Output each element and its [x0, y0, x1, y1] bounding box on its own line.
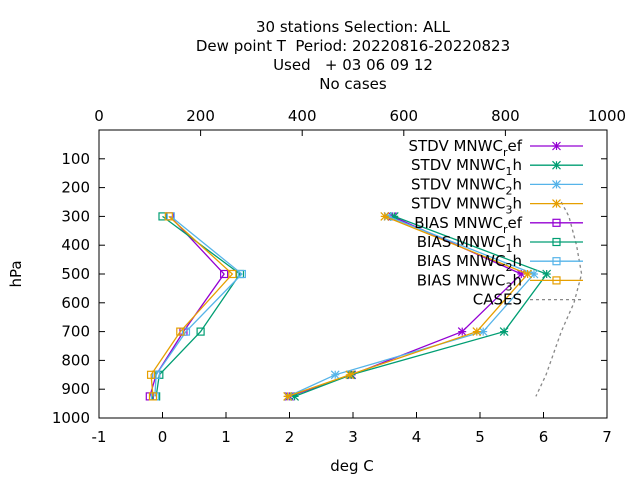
legend-sample-marker: [552, 218, 561, 227]
legend-sample-marker: [552, 160, 561, 170]
legend-entry: BIAS MNWC2h: [417, 252, 583, 274]
x-tick-label: 6: [539, 428, 549, 446]
series-line: [150, 215, 234, 397]
y-tick-label: 900: [61, 380, 90, 398]
data-point: [219, 269, 229, 279]
data-point: [176, 327, 185, 336]
x-tick-label: 0: [158, 428, 168, 446]
legend-label: STDV MNWC1h: [411, 156, 522, 178]
y-tick-label: 200: [61, 179, 90, 197]
data-point: [472, 327, 482, 337]
legend-entry: STDV MNWC3h: [411, 195, 583, 217]
data-point: [148, 392, 158, 401]
legend-sample-marker: [552, 276, 561, 285]
series-stdv-mnwc-3h: [283, 211, 533, 401]
legend-sample-marker: [552, 237, 561, 247]
x2-tick-label: 400: [288, 107, 317, 125]
data-point: [478, 327, 488, 337]
legend-label: BIAS MNWC2h: [417, 252, 522, 274]
title-line: No cases: [319, 75, 387, 93]
y-tick-label: 500: [61, 265, 90, 283]
legend-sample-marker: [552, 257, 561, 266]
data-point: [146, 370, 156, 379]
data-point: [152, 370, 161, 379]
data-point: [457, 327, 467, 337]
data-point: [181, 327, 191, 336]
series-line: [154, 215, 243, 397]
data-point: [283, 391, 293, 401]
data-point: [529, 269, 539, 279]
x-tick-label: 7: [602, 428, 612, 446]
series-bias-mnwc-3h: [146, 212, 237, 401]
legend-entry: STDV MNWCref: [408, 137, 583, 159]
legend-sample-marker: [552, 199, 561, 209]
data-point: [330, 370, 340, 380]
series-line: [149, 215, 225, 397]
series-bias-mnwc-2h: [150, 212, 246, 401]
x2-tick-label: 600: [389, 107, 418, 125]
x-tick-label: 5: [475, 428, 485, 446]
x-axis-ticks: -1 0 1 2 3 4 5 6 7: [92, 412, 612, 446]
x2-tick-label: 800: [491, 107, 520, 125]
data-point: [516, 269, 526, 279]
data-point: [228, 269, 237, 279]
y-tick-label: 700: [61, 323, 90, 341]
y-tick-label: 100: [61, 150, 90, 168]
y-tick-label: 300: [61, 207, 90, 225]
x-axis-label: deg C: [330, 457, 374, 475]
data-point: [542, 269, 552, 279]
series-bias-mnwc-1h: [152, 212, 245, 401]
legend-entry: STDV MNWC2h: [411, 175, 583, 197]
data-point: [237, 269, 246, 279]
data-point: [164, 212, 173, 221]
x-tick-label: 2: [285, 428, 295, 446]
y-tick-label: 400: [61, 236, 90, 254]
x-tick-label: 1: [221, 428, 231, 446]
series-line: [155, 215, 241, 397]
x-tick-label: 3: [348, 428, 358, 446]
cases-line: [535, 201, 583, 397]
legend-sample-marker: [552, 141, 561, 151]
title-line: Dew point T Period: 20220816-20220823: [196, 37, 510, 55]
legend-entry-cases: CASES: [473, 291, 583, 309]
title-line: Used + 03 06 09 12: [273, 56, 433, 74]
data-point: [499, 327, 509, 337]
x2-tick-label: 0: [94, 107, 104, 125]
x2-axis-ticks: 0 200 400 600 800 1000: [94, 107, 626, 136]
x-tick-label: -1: [92, 428, 107, 446]
y-tick-label: 800: [61, 351, 90, 369]
legend-entry: BIAS MNWCref: [414, 214, 583, 236]
series-lines: [145, 201, 583, 401]
y-axis-label: hPa: [7, 260, 25, 287]
legend-sample-marker: [552, 179, 561, 189]
legend-entry: STDV MNWC1h: [411, 156, 583, 178]
y-tick-label: 1000: [52, 409, 90, 427]
x-tick-label: 4: [412, 428, 422, 446]
y-tick-label: 600: [61, 294, 90, 312]
data-point: [380, 211, 390, 221]
legend-label: STDV MNWC3h: [411, 195, 522, 217]
legend-label: CASES: [473, 291, 522, 309]
data-point: [158, 212, 167, 221]
legend-label: STDV MNWCref: [408, 137, 522, 159]
legend-entry: BIAS MNWC3h: [417, 271, 583, 293]
title-line: 30 stations Selection: ALL: [256, 18, 451, 36]
y-axis-ticks: 100 200 300 400 500 600 700 800 900 1000: [52, 150, 607, 427]
data-point: [196, 327, 205, 336]
data-point: [389, 211, 399, 221]
x2-tick-label: 200: [186, 107, 215, 125]
data-point: [345, 370, 355, 380]
legend-label: BIAS MNWCref: [414, 214, 522, 236]
legend-label: BIAS MNWC3h: [417, 271, 522, 293]
legend-label: BIAS MNWC1h: [417, 233, 522, 255]
legend-entry: BIAS MNWC1h: [417, 233, 583, 255]
legend-label: STDV MNWC2h: [411, 175, 522, 197]
data-point: [523, 269, 533, 279]
data-point: [290, 391, 300, 401]
series-cases: [535, 201, 583, 397]
x2-tick-label: 1000: [588, 107, 626, 125]
